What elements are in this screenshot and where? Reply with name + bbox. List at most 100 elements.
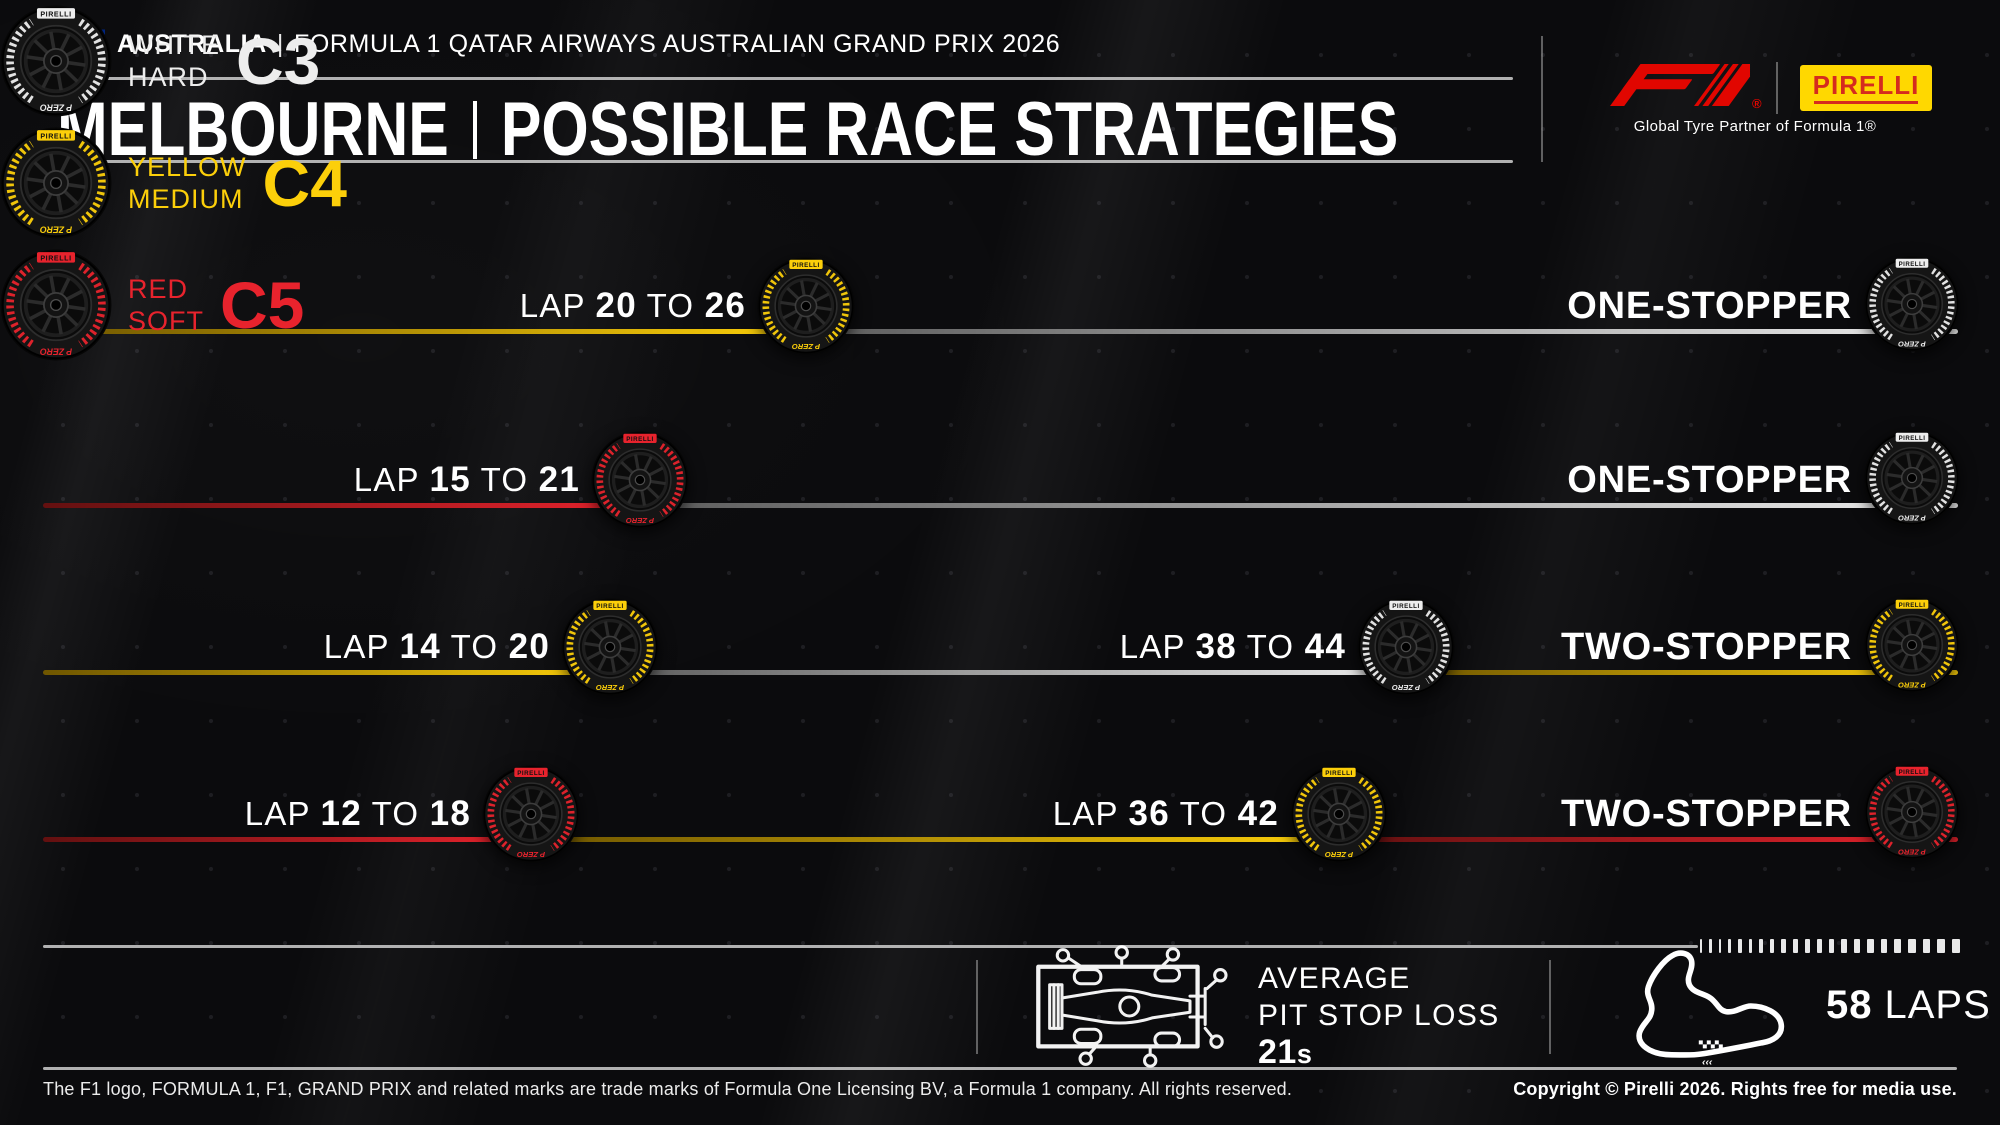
lap-tick [1880, 939, 1888, 953]
logo-divider [1776, 62, 1778, 114]
svg-text:P ZERO: P ZERO [40, 103, 72, 113]
pit-window-label: LAP 14 TO 20 [323, 627, 550, 666]
legend-item-medium: PIRELLI P ZERO YELLOW MEDIUM C4 [0, 122, 2000, 244]
pit-window-label: LAP 15 TO 21 [353, 460, 580, 499]
lap-tick [1781, 939, 1786, 953]
direction-marks: ‹‹‹ [1702, 1057, 1713, 1066]
stint-line-medium [43, 669, 610, 675]
pit-stop-illustration [1036, 945, 1228, 1068]
stint-line-hard [610, 669, 1406, 675]
legend-name-line1: RED [128, 274, 189, 304]
title-city: MELBOURNE [57, 87, 449, 172]
lap-tick [1894, 939, 1902, 953]
lap-tick [1700, 939, 1703, 953]
event-label: FORMULA 1 QATAR AIRWAYS AUSTRALIAN GRAND… [293, 30, 1061, 58]
stint-line-soft [43, 502, 640, 508]
lap-tick [1841, 939, 1848, 953]
lap-tick [1951, 939, 1960, 953]
svg-text:PIRELLI: PIRELLI [40, 11, 71, 19]
legend-tyre-wrap: PIRELLI P ZERO [0, 249, 112, 361]
footer-copyright-text: Copyright © Pirelli 2026. Rights free fo… [1513, 1079, 1957, 1099]
svg-text:PIRELLI: PIRELLI [40, 255, 71, 263]
header-logo-divider [1541, 36, 1543, 162]
pit-stop-line1: AVERAGE [1258, 962, 1411, 995]
legend-name-line2: HARD [128, 62, 209, 92]
svg-text:P ZERO: P ZERO [40, 347, 72, 357]
page-title: MELBOURNE POSSIBLE RACE STRATEGIES [57, 86, 1398, 173]
legend-compound-name: WHITE HARD [128, 29, 220, 93]
lap-tick [1816, 939, 1822, 953]
event-kicker: AUSTRALIA | FORMULA 1 QATAR AIRWAYS AUSTRA… [117, 28, 1060, 60]
circuit-map: ‹‹‹ [1636, 950, 1785, 1066]
strategy-type-label: ONE-STOPPER [1567, 285, 1852, 327]
hard-tyre-icon: PIRELLI P ZERO [0, 5, 112, 117]
f1-registered-mark: ® [1752, 96, 1762, 111]
legend-name-line2: MEDIUM [128, 184, 244, 214]
lap-tick [1748, 939, 1753, 953]
medium-tyre-icon: PIRELLI P ZERO [0, 127, 112, 239]
legend-bottom-rule [43, 1067, 1957, 1070]
pit-stop-line2: PIT STOP LOSS [1258, 999, 1500, 1032]
lap-tick [1728, 939, 1732, 953]
stint-line-soft [43, 836, 531, 842]
legend-tyre-wrap: PIRELLI P ZERO [0, 5, 112, 117]
legend-name-line1: YELLOW [128, 152, 247, 182]
pit-window-label: LAP 12 TO 18 [244, 794, 471, 833]
lap-tick [1828, 939, 1835, 953]
strategy-type-label: TWO-STOPPER [1561, 626, 1852, 668]
legend-item-hard: PIRELLI P ZERO WHITE HARD C3 [0, 0, 2000, 122]
lap-tick [1908, 939, 1916, 953]
lap-tick [1937, 939, 1945, 953]
legend-tyre-wrap: PIRELLI P ZERO [0, 127, 112, 239]
lap-tick [1867, 939, 1874, 953]
legend-divider-1 [976, 960, 978, 1054]
stint-line-hard [806, 328, 1958, 334]
lap-tick [1804, 939, 1810, 953]
strategy-type-label: ONE-STOPPER [1567, 459, 1852, 501]
laps-label: LAPS [1884, 982, 1991, 1027]
f1-logo [1610, 64, 1750, 106]
lap-tick [1709, 939, 1712, 953]
strategy-type-label: TWO-STOPPER [1561, 793, 1852, 835]
lap-tick [1738, 939, 1742, 953]
header-divider-line [43, 77, 1513, 80]
pit-window-label: LAP 36 TO 42 [1052, 794, 1279, 833]
stint-line-medium [531, 836, 1339, 842]
pirelli-logo: PIRELLI [1800, 65, 1932, 111]
pit-stop-value: 21s [1258, 1033, 1313, 1071]
lap-tick [1718, 939, 1722, 953]
stint-line-medium [43, 328, 806, 334]
legend-compound-name: RED SOFT [128, 273, 204, 337]
legend-divider-2 [1549, 960, 1551, 1054]
legend-name-line1: WHITE [128, 30, 220, 60]
svg-text:PIRELLI: PIRELLI [40, 133, 71, 141]
lap-tick [1759, 939, 1764, 953]
stint-line-medium [1406, 669, 1958, 675]
race-laps: 58 LAPS [1826, 946, 1991, 1064]
lap-tick [1770, 939, 1775, 953]
legend-compound-code: C5 [220, 268, 305, 342]
partner-tagline: Global Tyre Partner of Formula 1® [1633, 118, 1877, 135]
pirelli-wordmark: PIRELLI [1812, 69, 1920, 100]
title-divider [472, 101, 477, 159]
laps-number: 58 [1826, 982, 1873, 1027]
country-label: AUSTRALIA [117, 30, 267, 58]
footer-trademark-text: The F1 logo, FORMULA 1, F1, GRAND PRIX a… [43, 1079, 1293, 1099]
lap-tick [1854, 939, 1861, 953]
legend-compound-code: C4 [262, 146, 347, 220]
soft-tyre-icon: PIRELLI P ZERO [0, 249, 112, 361]
legend-name-line2: SOFT [128, 306, 204, 336]
kicker-separator: | [276, 30, 284, 58]
pit-window-label: LAP 20 TO 26 [519, 286, 746, 325]
lap-tick [1792, 939, 1798, 953]
pirelli-logo-bar [1814, 100, 1918, 105]
pit-stop-loss-block: AVERAGE PIT STOP LOSS 21s [1258, 960, 1500, 1073]
pit-window-label: LAP 38 TO 44 [1119, 627, 1346, 666]
lap-tick [1922, 939, 1931, 953]
stint-line-soft [1339, 836, 1958, 842]
svg-text:P ZERO: P ZERO [40, 225, 72, 235]
legend-item-soft: PIRELLI P ZERO RED SOFT C5 [0, 244, 2000, 366]
legend-compound-name: YELLOW MEDIUM [128, 151, 247, 215]
